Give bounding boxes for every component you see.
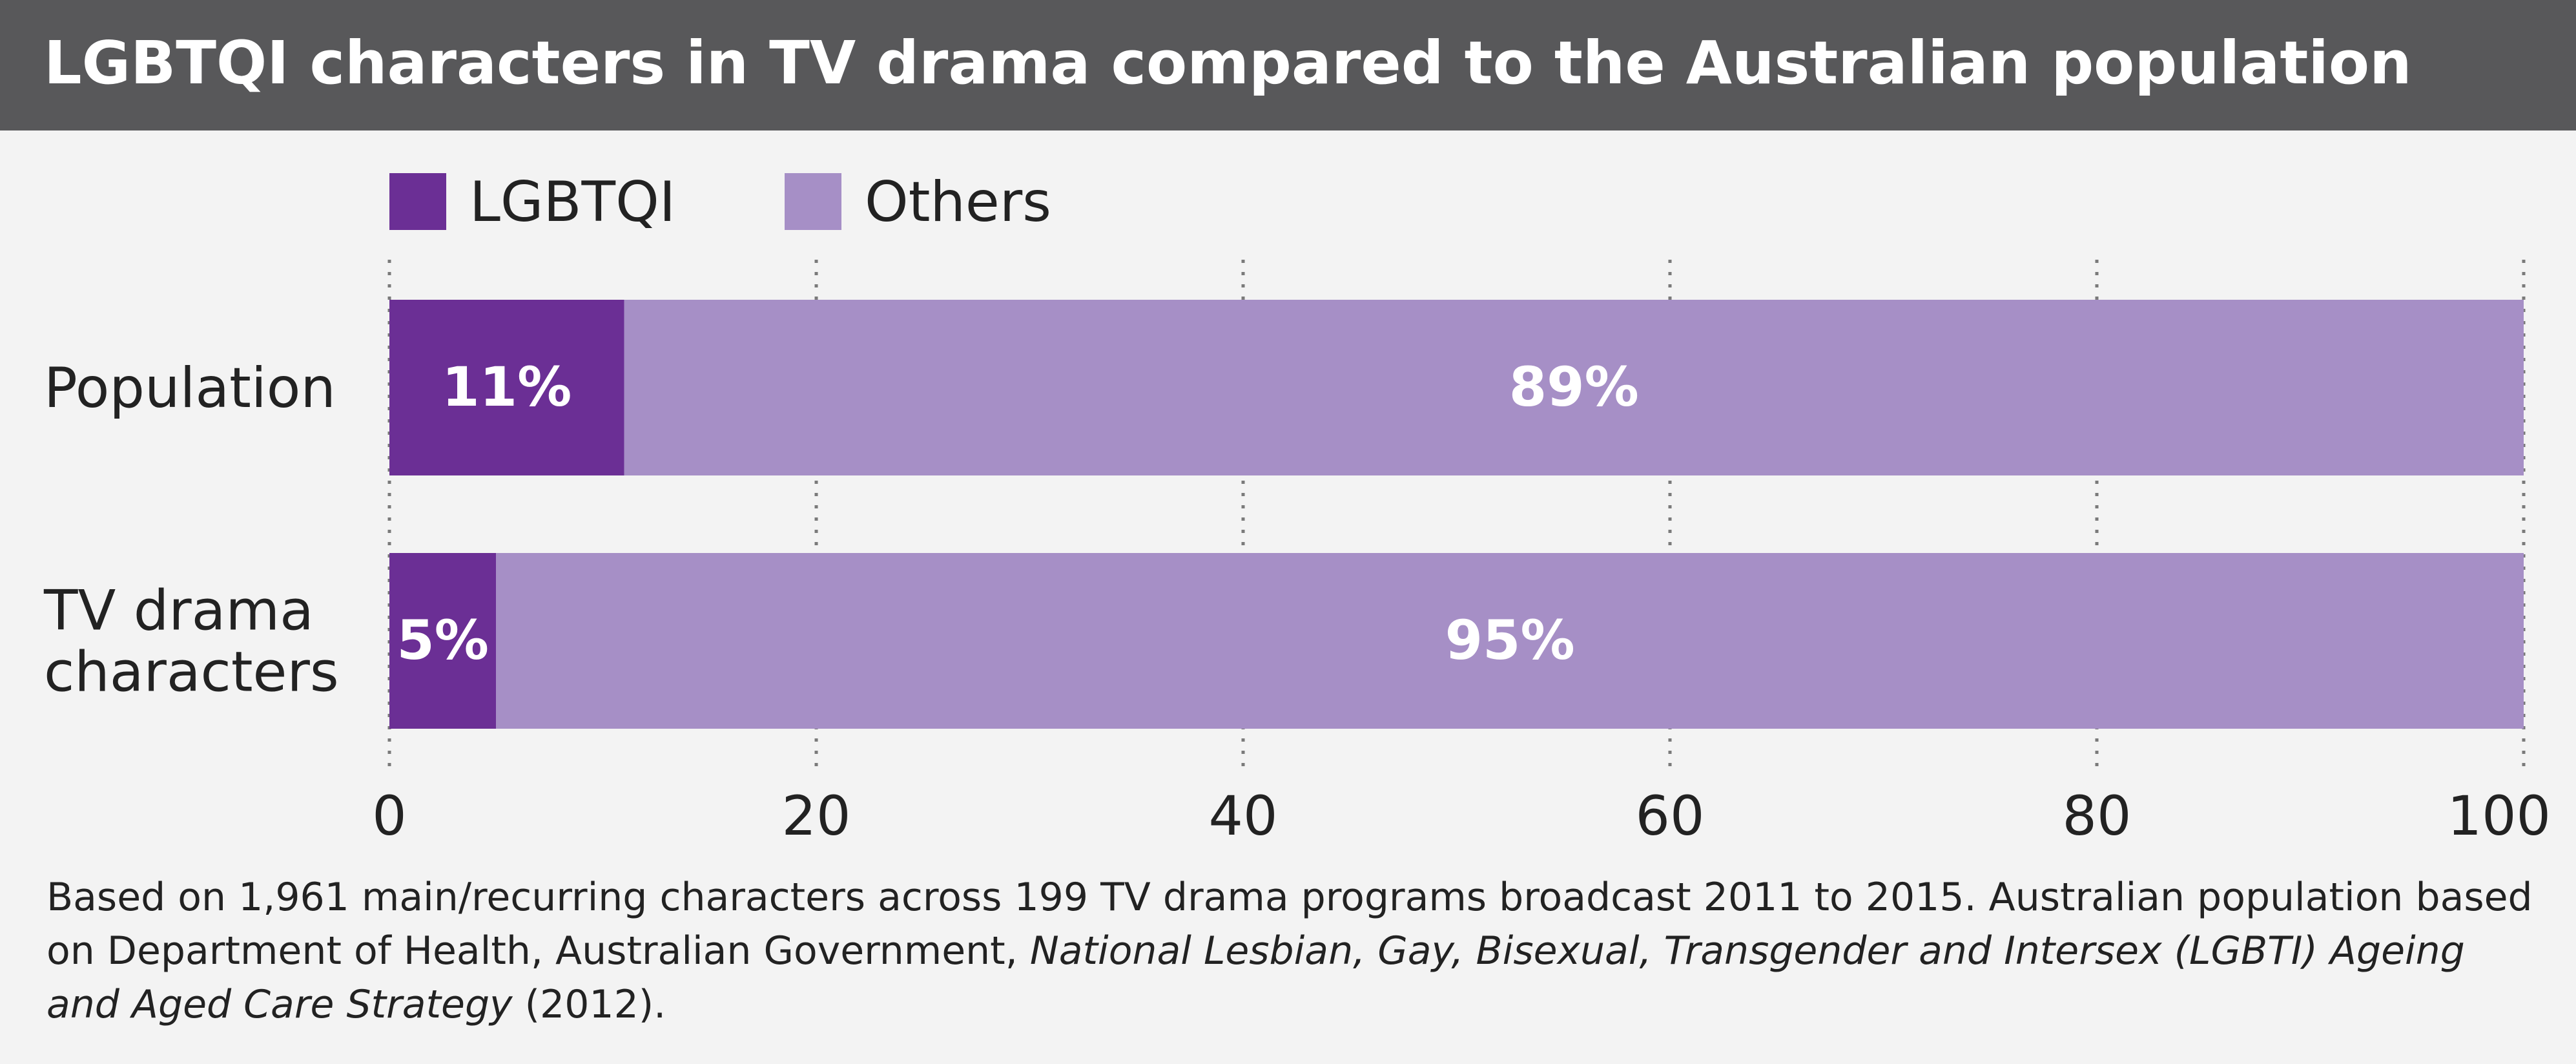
caption-year: (2012).	[512, 982, 666, 1027]
title-bar: LGBTQI characters in TV drama compared t…	[0, 0, 2576, 130]
x-tick-label-20: 20	[782, 784, 851, 848]
data-label-lgbtqi-1: 5%	[397, 609, 489, 672]
x-tick-label-100: 100	[2447, 784, 2551, 848]
caption-text: Based on 1,961 main/recurring characters…	[46, 875, 2533, 974]
bar-others-1	[496, 553, 2524, 729]
category-label-1-line-0: TV drama	[43, 579, 314, 643]
data-label-others-1: 95%	[1445, 609, 1575, 672]
x-tick-label-0: 0	[372, 784, 406, 848]
legend-label-others: Others	[865, 170, 1051, 235]
category-label-1-line-1: characters	[44, 640, 339, 705]
legend-label-lgbtqi: LGBTQI	[469, 170, 675, 235]
caption-italic-title: National Lesbian, Gay, Bisexual, Transge…	[46, 928, 2465, 1027]
chart-title: LGBTQI characters in TV drama compared t…	[44, 28, 2412, 98]
bar-lgbtqi-1	[389, 553, 497, 729]
legend-swatch-lgbtqi	[389, 173, 446, 230]
chart-caption: Based on 1,961 main/recurring characters…	[46, 871, 2539, 1032]
category-label-0-line-0: Population	[44, 356, 336, 421]
data-label-others-0: 89%	[1509, 355, 1639, 419]
x-tick-label-60: 60	[1636, 784, 1705, 848]
data-label-lgbtqi-0: 11%	[442, 355, 572, 419]
legend-swatch-others	[785, 173, 841, 230]
x-tick-label-40: 40	[1209, 784, 1278, 848]
x-tick-label-80: 80	[2063, 784, 2132, 848]
bar-others-0	[624, 300, 2524, 475]
bar-lgbtqi-0	[389, 300, 624, 475]
